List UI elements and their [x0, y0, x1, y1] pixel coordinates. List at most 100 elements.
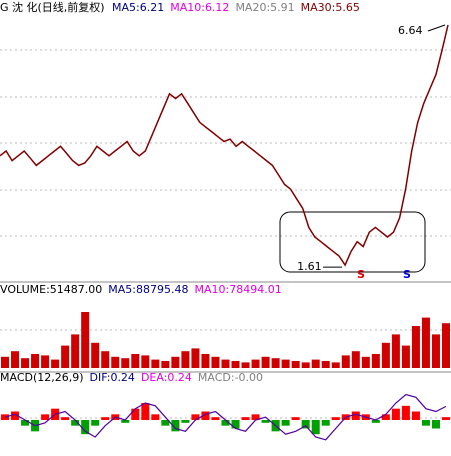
volume-bar	[431, 334, 440, 368]
macd-bar	[261, 420, 270, 423]
volume-bar	[151, 359, 160, 368]
ma-label: MA5:6.21	[112, 1, 164, 14]
volume-bar	[121, 358, 130, 368]
volume-bar	[101, 351, 110, 368]
panel-title: VOLUME:51487.00	[0, 283, 102, 296]
volume-bar	[91, 342, 100, 368]
volume-bar	[61, 345, 70, 368]
volume-bar	[51, 359, 60, 368]
macd-bar	[351, 411, 360, 420]
volume-bar	[331, 362, 340, 368]
macd-bar	[81, 420, 90, 435]
ma-label: MA20:5.91	[235, 1, 294, 14]
volume-bar	[21, 358, 30, 368]
volume-bar	[411, 326, 420, 368]
volume-bar	[131, 354, 140, 368]
macd-bar	[231, 420, 240, 429]
panel-label: MACD:-0.00	[198, 371, 263, 384]
volume-bar	[221, 359, 230, 368]
ma-label: MA10:6.12	[170, 1, 229, 14]
volume-bar	[441, 323, 450, 368]
volume-bar	[281, 359, 290, 368]
arrow	[427, 24, 446, 32]
macd-bar	[221, 420, 230, 426]
macd-bar	[151, 414, 160, 420]
macd-bar	[121, 420, 130, 423]
macd-bar	[71, 420, 80, 426]
volume-bar	[81, 312, 90, 368]
volume-bar	[1, 356, 10, 368]
macd-bar	[421, 420, 430, 426]
volume-bar	[311, 359, 320, 368]
panel-label: DEA:0.24	[141, 371, 192, 384]
macd-bar	[241, 417, 250, 420]
volume-bar	[11, 351, 20, 368]
macd-bar	[131, 408, 140, 420]
volume-bar	[321, 361, 330, 368]
macd-bar	[251, 414, 260, 420]
volume-bar	[421, 317, 430, 368]
volume-bar	[161, 361, 170, 368]
macd-bar	[11, 411, 20, 420]
macd-bar	[91, 420, 100, 426]
macd-bar	[291, 417, 300, 420]
volume-bar	[71, 334, 80, 368]
macd-bar	[401, 405, 410, 420]
macd-bar	[61, 417, 70, 420]
macd-bar	[161, 420, 170, 426]
volume-bar	[31, 354, 40, 368]
macd-bar	[141, 403, 150, 420]
volume-bar	[361, 356, 370, 368]
macd-bar	[21, 420, 30, 426]
macd-bar	[281, 420, 290, 426]
macd-bar	[441, 417, 450, 420]
macd-bar	[431, 420, 440, 429]
volume-bar	[341, 355, 350, 368]
macd-bar	[41, 414, 50, 420]
macd-bar	[171, 420, 180, 432]
volume-bar	[261, 356, 270, 368]
volume-bar	[41, 355, 50, 368]
dif-line	[4, 393, 447, 441]
volume-bar	[271, 358, 280, 368]
volume-bar	[171, 356, 180, 368]
macd-bar	[211, 417, 220, 420]
macd-bar	[311, 420, 320, 435]
volume-bar	[211, 356, 220, 368]
chart-title: G 沈 化(日线,前复权)	[0, 0, 105, 14]
panel-label: MA5:88795.48	[108, 283, 188, 296]
macd-bar	[321, 420, 330, 426]
volume-bar	[301, 362, 310, 368]
volume-bar	[201, 354, 210, 368]
high-label: 6.64	[398, 24, 423, 37]
price-line	[0, 24, 449, 267]
panel-label: MA10:78494.01	[194, 283, 281, 296]
macd-bar	[181, 420, 190, 423]
macd-bar	[101, 417, 110, 420]
volume-bar	[351, 351, 360, 368]
volume-bar	[381, 342, 390, 368]
volume-bar	[111, 356, 120, 368]
volume-bar	[231, 361, 240, 368]
macd-bar	[411, 411, 420, 420]
highlight-box	[279, 211, 426, 273]
low-label: 1.61	[297, 260, 322, 273]
ma-label: MA30:5.65	[301, 1, 360, 14]
macd-bar	[191, 414, 200, 420]
volume-bar	[191, 348, 200, 368]
macd-bar	[201, 411, 210, 420]
volume-bar	[391, 334, 400, 368]
signal-marker: S	[403, 268, 411, 281]
volume-bar	[241, 362, 250, 368]
volume-bar	[181, 351, 190, 368]
volume-bar	[371, 354, 380, 368]
volume-bar	[401, 345, 410, 368]
macd-bar	[331, 417, 340, 420]
macd-bar	[301, 420, 310, 429]
volume-bar	[291, 361, 300, 368]
macd-bar	[381, 414, 390, 420]
volume-bar	[141, 355, 150, 368]
macd-bar	[391, 408, 400, 420]
